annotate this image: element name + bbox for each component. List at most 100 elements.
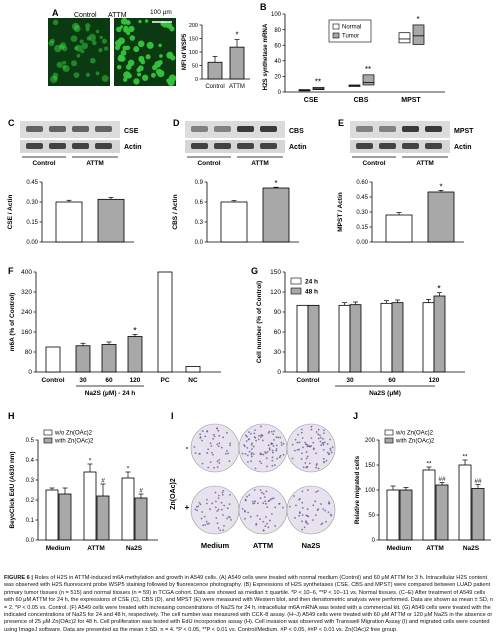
migrated-cell [278, 456, 281, 459]
migrated-cell [330, 451, 333, 454]
y-tick-label: 100 [365, 488, 376, 494]
migrated-cell [245, 440, 248, 442]
x-tick-label: Na2S [126, 545, 143, 552]
box [398, 32, 411, 44]
significance-mark: ** [462, 454, 468, 461]
blot-band [356, 143, 373, 149]
migrated-cell [322, 438, 324, 440]
cell-spot [138, 19, 142, 24]
y-tick-label: 100 [189, 50, 198, 56]
y-tick-label: 0.60 [356, 180, 368, 186]
migrated-cell [331, 446, 334, 449]
migrated-cell [251, 442, 253, 445]
migrated-cell [310, 445, 313, 447]
bar [97, 198, 125, 243]
bar [45, 346, 61, 373]
significance-mark: ** [315, 77, 321, 86]
x-tick-label: ATTM [426, 545, 444, 552]
y-tick-label: 120 [270, 289, 281, 296]
blot-band [237, 126, 254, 132]
migrated-cell [229, 494, 231, 496]
migrated-cell [222, 489, 225, 492]
bar [471, 488, 485, 541]
x-tick-label: 30 [79, 377, 87, 384]
cell-spot [146, 41, 154, 49]
y-tick-label: 0.6 [195, 200, 204, 206]
migrated-cell [202, 524, 205, 527]
migrated-cell [216, 460, 219, 463]
migrated-cell [241, 508, 244, 510]
image-label-control: Control [74, 12, 97, 19]
migrated-cell [260, 436, 262, 439]
y-tick-label: 40 [274, 59, 281, 65]
chart-j: 0 50 100 150 200 Relative migrated cells w/o Z… [354, 429, 491, 552]
bar [185, 366, 201, 373]
panel-label: J [353, 411, 359, 421]
significance-mark: * [437, 284, 441, 294]
migrated-cell [295, 504, 297, 507]
bar [157, 271, 173, 373]
panel-label: F [8, 266, 14, 276]
migrated-cell [267, 444, 270, 447]
migrated-cell [282, 506, 284, 509]
migrated-cell [213, 435, 216, 438]
migrated-cell [267, 526, 270, 529]
migrated-cell [229, 444, 231, 447]
y-axis-label: m6A (% of Control) [9, 293, 16, 352]
x-tick-label: 120 [130, 377, 141, 384]
blot-band [356, 126, 373, 132]
y-tick-label: 150 [270, 269, 281, 276]
x-tick-label: MPST [401, 97, 421, 104]
migrated-cell [275, 436, 278, 439]
x-tick-label: 60 [105, 377, 113, 384]
legend-label-with: with Zn(OAc)2 [54, 439, 94, 445]
significance-mark: ** [365, 65, 371, 74]
cell-spot [152, 64, 158, 71]
significance-mark: ## [474, 478, 482, 485]
legend-label-without: w/o Zn(OAc)2 [395, 431, 434, 437]
blot-band [49, 143, 66, 149]
migrated-cell [271, 449, 274, 452]
panel-d: D CBS Actin Control ATTM 0.0 0.3 0.6 0.9 CBS / A… [165, 118, 330, 253]
chart-g: 0 30 60 90 120 150 Cell number (% of Control) 2… [256, 269, 465, 397]
migrated-cell [300, 428, 303, 431]
migrated-cell [218, 442, 221, 445]
cell-spot [73, 72, 80, 78]
migrated-cell [228, 460, 231, 462]
migrated-cell [315, 431, 318, 433]
y-tick-label: 0.4 [26, 458, 35, 464]
panel-g: G 0 30 60 90 120 150 Cell number (% of Control… [245, 262, 495, 402]
migrated-cell [305, 457, 308, 460]
panel-label: I [171, 411, 174, 421]
cell-spot [48, 40, 55, 47]
migrated-cell [327, 511, 330, 514]
migrated-cell [220, 446, 223, 449]
bar [220, 201, 248, 243]
y-tick-label: 0.30 [26, 200, 38, 206]
migrated-cell [251, 451, 253, 454]
migrated-cell [246, 495, 248, 498]
migrated-cell [262, 502, 265, 504]
migrated-cell [199, 436, 202, 439]
migrated-cell [266, 465, 268, 468]
migrated-cell [228, 503, 231, 506]
migrated-cell [315, 462, 318, 465]
migrated-cell [220, 501, 223, 504]
migrated-cell [265, 457, 268, 460]
blot-strip-target [185, 121, 285, 138]
migrated-cell [206, 502, 208, 505]
migrated-cell [249, 515, 252, 518]
migrated-cell [268, 448, 271, 451]
migrated-cell [306, 489, 309, 492]
migrated-cell [271, 459, 274, 462]
migrated-cell [314, 514, 317, 517]
migrated-cell [306, 455, 309, 458]
cell-spot [91, 40, 97, 46]
migrated-cell [317, 428, 320, 431]
migrated-cell [317, 437, 320, 440]
transwell-images: Zn(OAc)2 - + Medium ATTM Na2S [170, 423, 336, 550]
bar [45, 489, 59, 541]
migrated-cell [206, 452, 209, 454]
migrated-cell [320, 503, 322, 505]
significance-mark: ## [438, 476, 446, 483]
